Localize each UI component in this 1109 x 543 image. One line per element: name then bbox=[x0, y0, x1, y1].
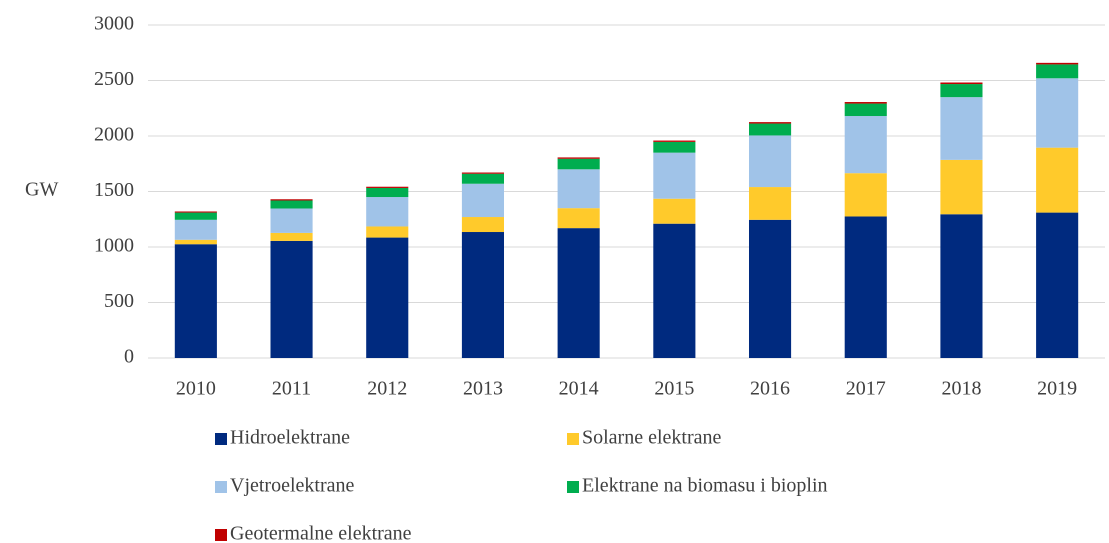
bar-segment bbox=[174, 212, 217, 220]
bar-segment bbox=[653, 198, 696, 224]
legend-label: Vjetroelektrane bbox=[230, 475, 354, 497]
y-tick-label: 2500 bbox=[94, 68, 134, 90]
legend-label: Elektrane na biomasu i bioplin bbox=[582, 475, 828, 497]
y-tick-label: 1500 bbox=[94, 179, 134, 201]
bar-segment bbox=[174, 239, 217, 245]
bar-segment bbox=[940, 82, 983, 85]
bar-segment bbox=[940, 159, 983, 215]
x-tick-label: 2010 bbox=[176, 378, 216, 400]
bar-segment bbox=[748, 187, 792, 220]
y-tick-label: 0 bbox=[124, 346, 134, 368]
x-tick-label: 2012 bbox=[367, 378, 407, 400]
bar-segment bbox=[174, 219, 217, 240]
x-tick-label: 2017 bbox=[846, 378, 886, 400]
x-tick-label: 2015 bbox=[654, 378, 694, 400]
bar-segment bbox=[366, 187, 409, 198]
y-tick-label: 3000 bbox=[94, 13, 134, 35]
bar-segment bbox=[1036, 147, 1079, 213]
x-tick-label: 2018 bbox=[941, 378, 981, 400]
legend-swatch bbox=[215, 481, 227, 493]
bar-segment bbox=[557, 158, 600, 170]
bar-segment bbox=[461, 232, 505, 358]
bar-segment bbox=[557, 208, 600, 229]
bar-segment bbox=[461, 172, 505, 174]
bar-segment bbox=[1036, 78, 1079, 148]
x-tick-label: 2016 bbox=[750, 378, 790, 400]
bar-segment bbox=[270, 240, 313, 358]
bar-segment bbox=[653, 152, 696, 199]
bar-segment bbox=[653, 140, 696, 142]
bar-segment bbox=[366, 226, 409, 238]
bar-segment bbox=[844, 103, 887, 117]
y-tick-label: 500 bbox=[104, 290, 134, 312]
bar-segment bbox=[940, 214, 983, 358]
x-tick-label: 2013 bbox=[463, 378, 503, 400]
bar-segment bbox=[366, 186, 409, 188]
bar-segment bbox=[748, 122, 792, 124]
bar-segment bbox=[366, 237, 409, 358]
legend-swatch bbox=[215, 529, 227, 541]
legend-swatch bbox=[215, 433, 227, 445]
bar-segment bbox=[270, 200, 313, 209]
bar-segment bbox=[653, 223, 696, 358]
legend-label: Hidroelektrane bbox=[230, 427, 350, 449]
legend-label: Geotermalne elektrane bbox=[230, 523, 412, 543]
y-axis-label: GW bbox=[25, 179, 58, 201]
bar-segment bbox=[940, 97, 983, 160]
bar-segment bbox=[748, 135, 792, 188]
bar-segment bbox=[270, 232, 313, 241]
bar-segment bbox=[174, 244, 217, 358]
x-tick-label: 2019 bbox=[1037, 378, 1077, 400]
bar-segment bbox=[844, 173, 887, 217]
bar-segment bbox=[748, 219, 792, 358]
bar-segment bbox=[1036, 64, 1079, 79]
bar-segment bbox=[270, 199, 313, 201]
bar-segment bbox=[653, 141, 696, 153]
bar-segment bbox=[557, 228, 600, 358]
bar-segment bbox=[270, 208, 313, 233]
legend-swatch bbox=[567, 481, 579, 493]
bar-segment bbox=[174, 211, 217, 213]
bar-segment bbox=[748, 123, 792, 136]
bar-segment bbox=[557, 169, 600, 209]
bar-segment bbox=[844, 216, 887, 358]
bar-segment bbox=[844, 102, 887, 104]
bar-segment bbox=[1036, 212, 1079, 358]
bar-segment bbox=[461, 183, 505, 218]
bar-segment bbox=[366, 197, 409, 227]
bar-segment bbox=[1036, 62, 1079, 65]
bar-segment bbox=[557, 157, 600, 159]
y-tick-label: 1000 bbox=[94, 235, 134, 257]
x-tick-label: 2011 bbox=[272, 378, 311, 400]
bar-segment bbox=[844, 116, 887, 174]
bar-segment bbox=[461, 173, 505, 184]
y-tick-label: 2000 bbox=[94, 124, 134, 146]
x-tick-label: 2014 bbox=[559, 378, 599, 400]
bar-segment bbox=[940, 84, 983, 98]
bar-segment bbox=[461, 217, 505, 233]
legend-swatch bbox=[567, 433, 579, 445]
legend-label: Solarne elektrane bbox=[582, 427, 721, 449]
